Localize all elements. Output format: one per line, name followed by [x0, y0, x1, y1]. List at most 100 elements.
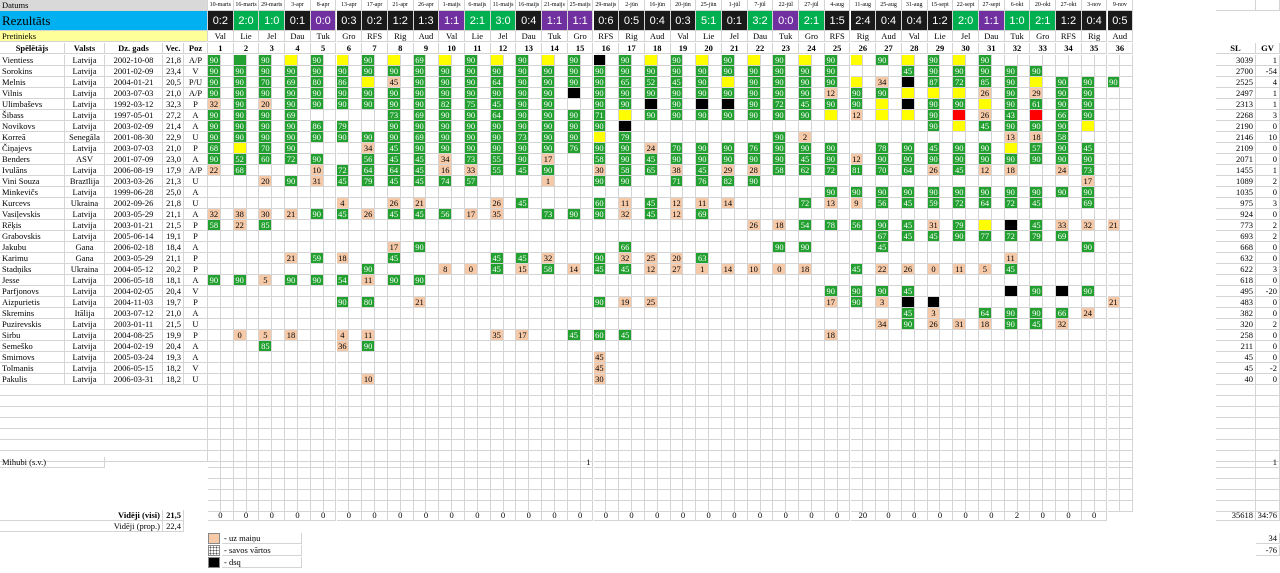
minutes-cell[interactable]: [722, 275, 735, 286]
minutes-cell[interactable]: 90: [644, 66, 658, 77]
minutes-cell[interactable]: [1081, 66, 1095, 77]
minutes-cell[interactable]: [567, 352, 581, 363]
minutes-cell[interactable]: 64: [387, 165, 401, 176]
minutes-cell[interactable]: 73: [387, 110, 401, 121]
minutes-cell[interactable]: [901, 330, 915, 341]
minutes-cell[interactable]: [953, 308, 967, 319]
minutes-cell[interactable]: [773, 231, 787, 242]
minutes-cell[interactable]: [1107, 99, 1121, 110]
minutes-cell[interactable]: 90: [979, 143, 992, 154]
minutes-cell[interactable]: [567, 374, 581, 385]
minutes-cell[interactable]: [1030, 264, 1044, 275]
minutes-cell[interactable]: [516, 275, 530, 286]
minutes-cell[interactable]: [824, 253, 838, 264]
minutes-cell[interactable]: 45: [901, 198, 915, 209]
minutes-cell[interactable]: [953, 209, 967, 220]
minutes-cell[interactable]: [387, 286, 401, 297]
minutes-cell[interactable]: [413, 187, 427, 198]
minutes-cell[interactable]: [927, 209, 941, 220]
minutes-cell[interactable]: 45: [799, 99, 812, 110]
minutes-cell[interactable]: [310, 319, 324, 330]
player-name[interactable]: Grabovskis: [0, 231, 65, 242]
minutes-cell[interactable]: [876, 121, 890, 132]
minutes-cell[interactable]: 90: [747, 77, 761, 88]
minutes-cell[interactable]: [979, 209, 992, 220]
minutes-cell[interactable]: [747, 231, 761, 242]
minutes-cell[interactable]: 90: [593, 176, 607, 187]
minutes-cell[interactable]: [413, 286, 427, 297]
result-cell[interactable]: 1:2: [1056, 11, 1082, 31]
minutes-cell[interactable]: 20: [670, 253, 684, 264]
minutes-cell[interactable]: 79: [336, 121, 350, 132]
minutes-cell[interactable]: [567, 242, 581, 253]
minutes-cell[interactable]: 78: [824, 220, 838, 231]
minutes-cell[interactable]: [387, 363, 401, 374]
minutes-cell[interactable]: [619, 121, 633, 132]
minutes-cell[interactable]: 24: [1081, 308, 1095, 319]
minutes-cell[interactable]: 45: [387, 209, 401, 220]
minutes-cell[interactable]: 34: [439, 154, 453, 165]
minutes-cell[interactable]: 18: [336, 253, 350, 264]
minutes-cell[interactable]: [567, 198, 581, 209]
minutes-cell[interactable]: [465, 220, 478, 231]
opponent-cell[interactable]: Dau: [516, 31, 543, 42]
minutes-cell[interactable]: 90: [927, 66, 941, 77]
minutes-cell[interactable]: 45: [516, 165, 530, 176]
minutes-cell[interactable]: [542, 352, 555, 363]
minutes-cell[interactable]: 90: [362, 132, 376, 143]
player-name[interactable]: Vilnis: [0, 88, 65, 99]
minutes-cell[interactable]: [979, 374, 992, 385]
minutes-cell[interactable]: 90: [285, 121, 298, 132]
minutes-cell[interactable]: [362, 231, 376, 242]
minutes-cell[interactable]: 58: [773, 165, 787, 176]
minutes-cell[interactable]: 90: [413, 88, 427, 99]
minutes-cell[interactable]: [696, 286, 710, 297]
minutes-cell[interactable]: 90: [285, 143, 298, 154]
minutes-cell[interactable]: 90: [799, 242, 812, 253]
minutes-cell[interactable]: [1081, 121, 1095, 132]
minutes-cell[interactable]: [1004, 374, 1018, 385]
minutes-cell[interactable]: [593, 187, 607, 198]
minutes-cell[interactable]: 70: [259, 77, 273, 88]
minutes-cell[interactable]: [387, 264, 401, 275]
minutes-cell[interactable]: [516, 286, 530, 297]
minutes-cell[interactable]: [901, 99, 915, 110]
minutes-cell[interactable]: [516, 209, 530, 220]
player-name[interactable]: Novikovs: [0, 121, 65, 132]
minutes-cell[interactable]: [413, 308, 427, 319]
result-cell[interactable]: 2:0: [233, 11, 260, 31]
minutes-cell[interactable]: [285, 55, 298, 66]
minutes-cell[interactable]: [285, 297, 298, 308]
opponent-cell[interactable]: Dau: [747, 31, 774, 42]
minutes-cell[interactable]: [696, 297, 710, 308]
minutes-cell[interactable]: [619, 110, 633, 121]
minutes-cell[interactable]: [850, 374, 864, 385]
minutes-cell[interactable]: [722, 341, 735, 352]
minutes-cell[interactable]: 90: [901, 143, 915, 154]
date-cell[interactable]: 21-maijs: [542, 0, 568, 11]
minutes-cell[interactable]: [722, 330, 735, 341]
minutes-cell[interactable]: [901, 363, 915, 374]
minutes-cell[interactable]: [259, 187, 273, 198]
minutes-cell[interactable]: 56: [439, 209, 453, 220]
minutes-cell[interactable]: 90: [516, 55, 530, 66]
minutes-cell[interactable]: 0: [773, 264, 787, 275]
opponent-cell[interactable]: Tuk: [1004, 31, 1031, 42]
minutes-cell[interactable]: [259, 286, 273, 297]
minutes-cell[interactable]: 90: [542, 132, 555, 143]
minutes-cell[interactable]: [1107, 88, 1121, 99]
minutes-cell[interactable]: [285, 374, 298, 385]
minutes-cell[interactable]: [927, 341, 941, 352]
minutes-cell[interactable]: 90: [696, 110, 710, 121]
minutes-cell[interactable]: [465, 330, 478, 341]
minutes-cell[interactable]: 90: [465, 110, 478, 121]
minutes-cell[interactable]: [850, 363, 864, 374]
minutes-cell[interactable]: 90: [722, 88, 735, 99]
minutes-cell[interactable]: [824, 363, 838, 374]
minutes-cell[interactable]: 90: [953, 187, 967, 198]
minutes-cell[interactable]: 90: [1030, 187, 1044, 198]
minutes-cell[interactable]: [567, 165, 581, 176]
minutes-cell[interactable]: [542, 374, 555, 385]
minutes-cell[interactable]: 12: [670, 198, 684, 209]
minutes-cell[interactable]: 90: [465, 88, 478, 99]
